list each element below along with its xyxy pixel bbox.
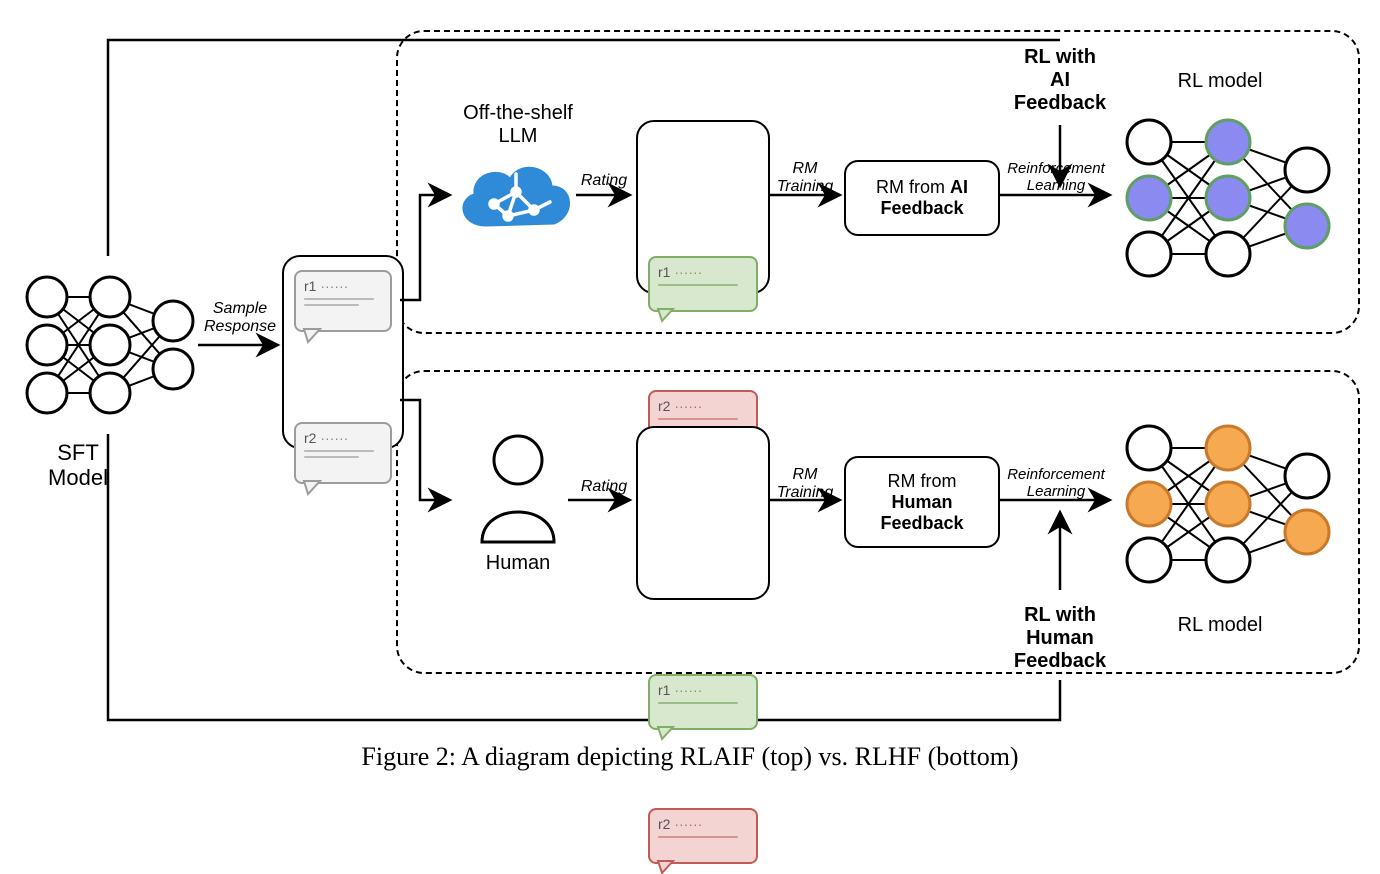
edge-label-sample-response: Sample Response bbox=[196, 300, 284, 337]
rating-bubble-r2-top-label: r2 bbox=[658, 398, 670, 414]
rating-box-bottom bbox=[636, 426, 770, 600]
rm-box-top-text: RM from AIFeedback bbox=[876, 177, 968, 219]
human-icon bbox=[470, 426, 566, 546]
rating-bubble-r2-bottom: r2 ······ bbox=[648, 808, 758, 864]
rating-bubble-r1-bottom: r1 ······ bbox=[648, 674, 758, 730]
rlhf-title: RL with Human Feedback bbox=[1000, 604, 1120, 673]
rating-bubble-r2-bottom-label: r2 bbox=[658, 816, 670, 832]
edge-label-rmtrain-bottom: RM Training bbox=[770, 466, 840, 503]
rm-box-top: RM from AIFeedback bbox=[844, 160, 1000, 236]
figure-caption: Figure 2: A diagram depicting RLAIF (top… bbox=[0, 742, 1380, 772]
rl-model-label-top: RL model bbox=[1160, 70, 1280, 93]
edge-label-reinforce-top: Reinforcement Learning bbox=[1000, 160, 1112, 195]
edge-label-reinforce-bottom: Reinforcement Learning bbox=[1000, 466, 1112, 501]
rating-bubble-r1-bottom-label: r1 bbox=[658, 682, 670, 698]
rl-network-top-icon bbox=[1118, 98, 1338, 298]
llm-label: Off-the-shelf LLM bbox=[448, 102, 588, 148]
rating-bubble-r1-top: r1 ······ bbox=[648, 256, 758, 312]
edge-label-rating-bottom: Rating bbox=[574, 478, 634, 496]
human-label: Human bbox=[470, 552, 566, 575]
rl-model-label-bottom: RL model bbox=[1160, 614, 1280, 637]
rating-bubble-r1-top-label: r1 bbox=[658, 264, 670, 280]
edge-label-rmtrain-top: RM Training bbox=[770, 160, 840, 197]
rl-network-bottom-icon bbox=[1118, 404, 1338, 604]
rlaif-title: RL with AI Feedback bbox=[1000, 46, 1120, 115]
diagram-canvas: SFT Model r1 ······ r2 ······ bbox=[0, 0, 1380, 788]
llm-cloud-icon bbox=[450, 152, 578, 244]
rm-box-bottom-text: RM fromHumanFeedback bbox=[880, 471, 963, 534]
rm-box-bottom: RM fromHumanFeedback bbox=[844, 456, 1000, 548]
edge-label-rating-top: Rating bbox=[574, 172, 634, 190]
